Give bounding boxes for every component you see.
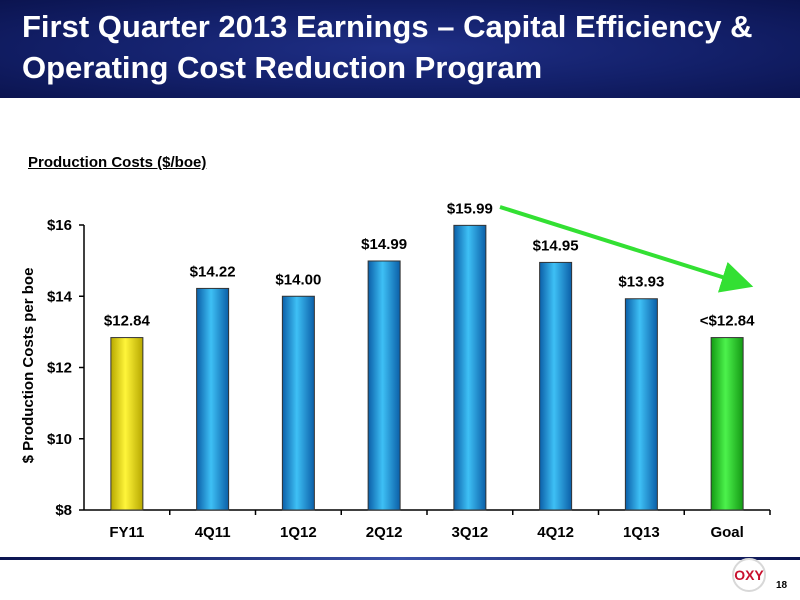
data-label: $14.95: [533, 237, 579, 254]
x-tick-label: Goal: [710, 524, 743, 541]
oxy-logo: OXY: [732, 558, 766, 592]
chart-title: Production Costs ($/boe): [28, 154, 207, 171]
bar-4q12: [539, 261, 573, 511]
y-tick-label: $14: [47, 288, 73, 305]
x-tick-label: 1Q13: [623, 524, 660, 541]
bar-4q11: [196, 287, 230, 511]
y-axis-label: $ Production Costs per boe: [20, 268, 37, 464]
bar-1q12: [281, 295, 315, 511]
data-label: <$12.84: [700, 313, 755, 330]
logo-text: OXY: [734, 567, 764, 583]
trend-arrow: [499, 205, 754, 293]
x-tick-label: 3Q12: [452, 524, 489, 541]
data-label: $15.99: [447, 200, 493, 217]
y-tick-label: $12: [47, 360, 72, 377]
data-label: $14.00: [275, 271, 321, 288]
x-tick-label: 4Q11: [195, 524, 231, 541]
bar-1q13: [624, 298, 658, 511]
bar-3q12: [453, 224, 487, 511]
bar-goal: [710, 337, 744, 511]
x-tick-label: 1Q12: [280, 524, 317, 541]
x-tick-label: FY11: [109, 524, 144, 541]
x-tick-label: 2Q12: [366, 524, 403, 541]
data-label: $14.99: [361, 236, 407, 253]
page-title: First Quarter 2013 Earnings – Capital Ef…: [22, 9, 753, 85]
footer-divider: [0, 557, 800, 560]
data-label: $14.22: [190, 263, 236, 280]
y-tick-label: $16: [47, 217, 72, 234]
data-label: $12.84: [104, 313, 151, 330]
x-tick-label: 4Q12: [537, 524, 574, 541]
bar-2q12: [367, 260, 401, 511]
y-tick-label: $8: [55, 502, 72, 519]
y-tick-label: $10: [47, 431, 72, 448]
page-number: 18: [776, 580, 788, 591]
title-banner: First Quarter 2013 Earnings – Capital Ef…: [0, 0, 800, 98]
bar-fy11: [110, 337, 144, 511]
data-label: $13.93: [618, 274, 664, 291]
